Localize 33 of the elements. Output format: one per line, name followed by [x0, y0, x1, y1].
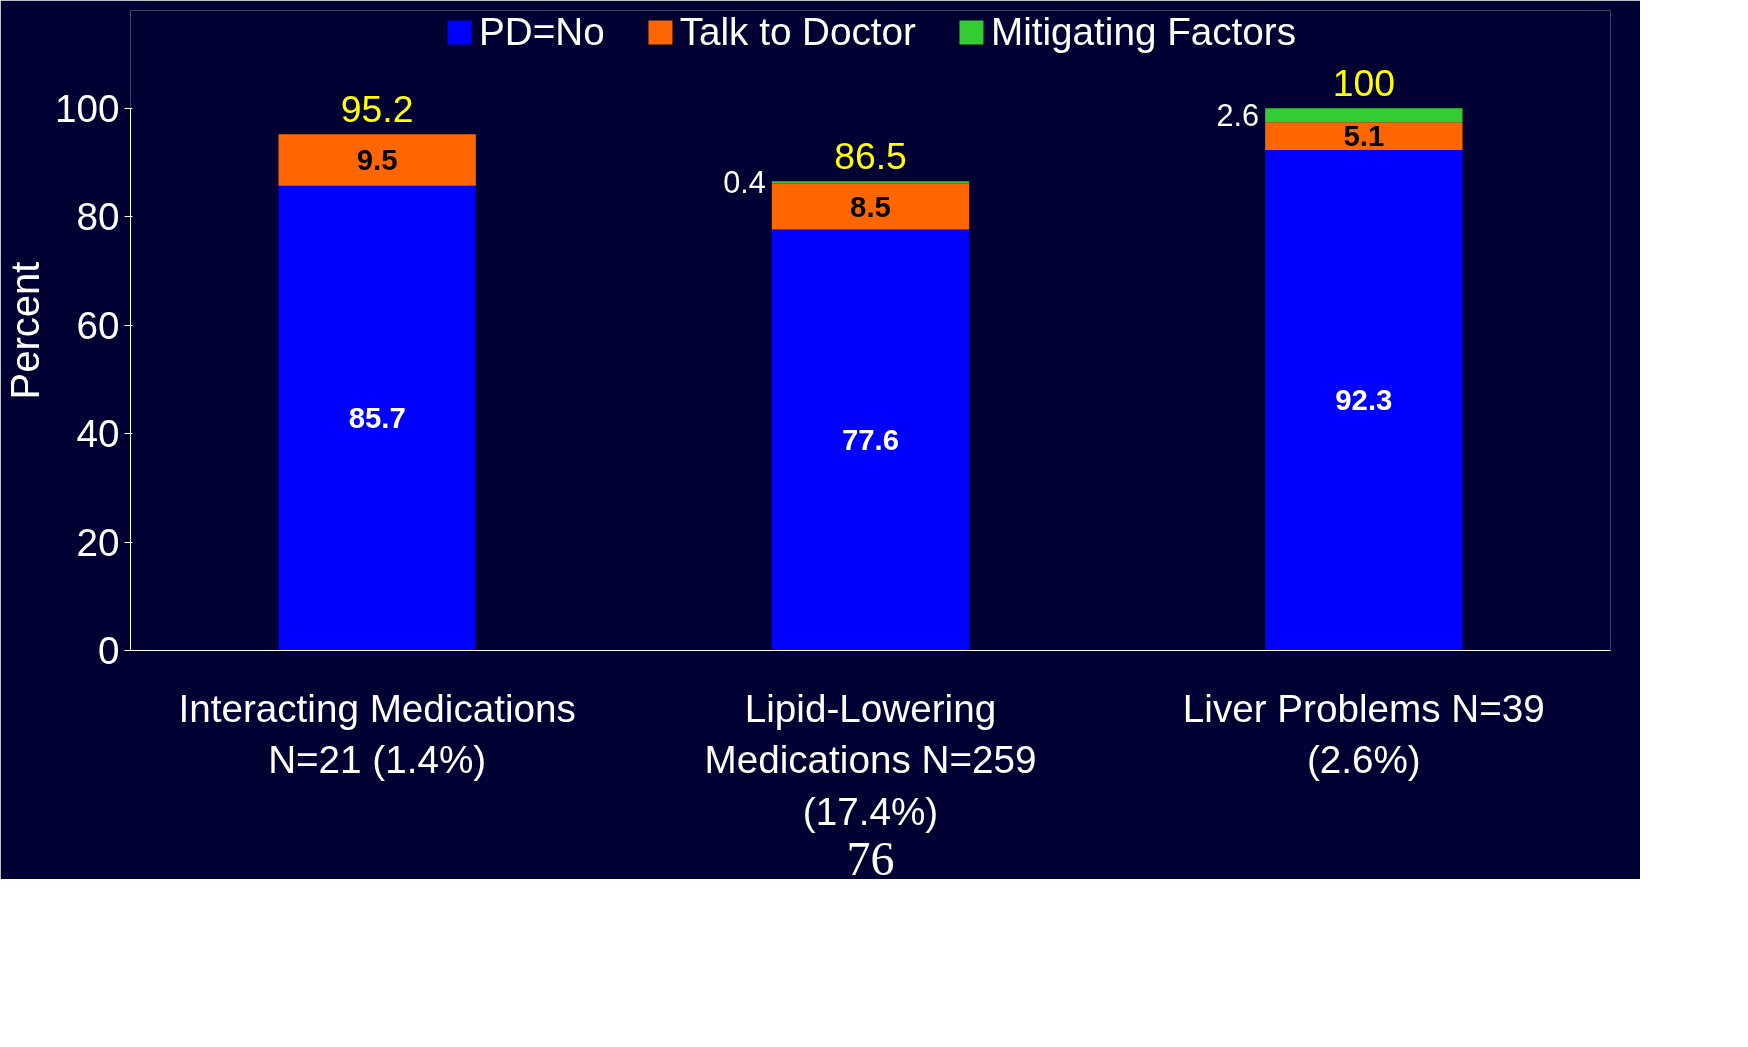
bar	[1265, 149, 1463, 651]
x-tick-label: Interacting Medications N=21 (1.4%)	[178, 686, 576, 782]
bar	[771, 181, 970, 184]
data-label: 0.4	[723, 165, 766, 200]
legend-label: Talk to Doctor	[679, 10, 916, 54]
bar	[278, 134, 476, 186]
x-tick-label: Lipid-Lowering Medications N=259 (17.4%)	[704, 686, 1037, 833]
legend-label: Mitigating Factors	[990, 10, 1297, 54]
y-tick-label: 80	[76, 195, 120, 239]
data-label: 9.5	[356, 142, 398, 176]
data-label: 85.7	[348, 401, 406, 435]
x-tick-label: Liver Problems N=39 (2.6%)	[1182, 686, 1545, 782]
y-tick-label: 20	[76, 520, 120, 564]
total-label: 86.5	[834, 135, 907, 178]
text: 76	[846, 831, 895, 885]
data-label: 8.5	[850, 189, 891, 223]
y-tick-label: 60	[76, 303, 120, 347]
bar	[771, 229, 970, 651]
y-tick-label: 0	[98, 629, 120, 672]
total-label: 95.2	[340, 88, 414, 131]
data-label: 92.3	[1335, 383, 1393, 417]
data-label: 2.6	[1216, 98, 1260, 133]
total-label: 100	[1332, 62, 1395, 105]
data-label: 5.1	[1343, 119, 1385, 153]
y-tick-label: 40	[76, 412, 120, 456]
legend-label: PD=No	[478, 10, 605, 54]
y-tick-label: 100	[55, 86, 120, 130]
data-label: 77.6	[841, 423, 900, 457]
y-axis-title: Percent	[3, 261, 47, 400]
bar	[278, 185, 476, 651]
bar	[1265, 108, 1463, 123]
bar	[771, 183, 970, 230]
bar	[1265, 122, 1463, 150]
